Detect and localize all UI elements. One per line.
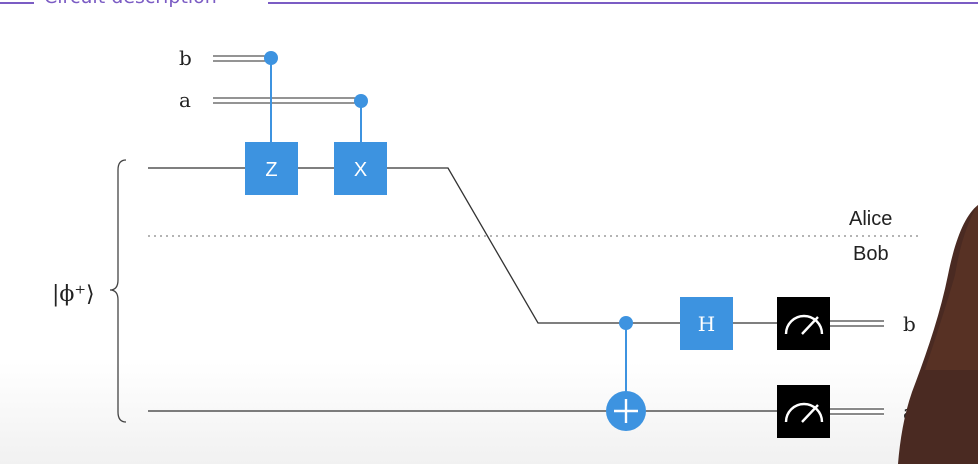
state-label: |ϕ⁺⟩ <box>52 282 95 307</box>
bob-label: Bob <box>853 243 889 265</box>
alice-label: Alice <box>849 208 892 230</box>
x-gate: X <box>334 142 387 195</box>
input-label-a: a <box>179 88 191 112</box>
h-gate: H <box>680 297 733 350</box>
header-rule-right <box>268 2 978 4</box>
x-gate-label: X <box>354 159 367 181</box>
control-dot-icon <box>619 316 633 330</box>
classical-wire-a <box>213 97 360 104</box>
output-label-a: a <box>903 400 915 424</box>
h-gate-label: H <box>698 312 715 336</box>
input-label-b: b <box>179 46 192 70</box>
meter-icon <box>777 385 830 438</box>
section-header: Circuit description <box>0 0 978 14</box>
classical-wire-b <box>213 55 270 62</box>
section-title: Circuit description <box>44 0 217 8</box>
meter-icon <box>777 297 830 350</box>
output-label-b: b <box>903 312 916 336</box>
z-gate: Z <box>245 142 298 195</box>
header-rule-left <box>0 2 34 4</box>
z-gate-label: Z <box>265 159 277 181</box>
target-plus-icon <box>606 391 646 431</box>
control-dot-icon <box>354 94 368 108</box>
control-dot-icon <box>264 51 278 65</box>
classical-output-b <box>830 319 884 328</box>
classical-output-a <box>830 407 884 416</box>
brace <box>109 159 127 423</box>
